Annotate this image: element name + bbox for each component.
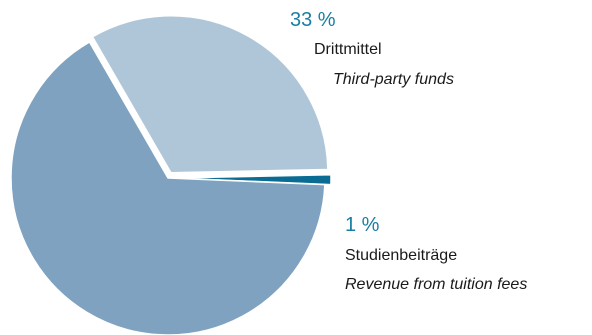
slice-label-tuition-fees: Studienbeiträge xyxy=(345,247,458,264)
slice-percent-tuition-fees: 1 % xyxy=(345,214,380,236)
slice-percent-third-party-funds: 33 % xyxy=(290,9,336,31)
slice-third-party-funds xyxy=(91,15,329,174)
slice-tuition-fees xyxy=(173,174,332,186)
slice-other xyxy=(10,41,326,335)
slice-label-third-party-funds: Drittmittel xyxy=(314,41,382,58)
slice-label-en-tuition-fees: Revenue from tuition fees xyxy=(345,276,528,293)
slice-label-en-third-party-funds: Third-party funds xyxy=(333,71,454,88)
pie-slices xyxy=(10,15,332,335)
